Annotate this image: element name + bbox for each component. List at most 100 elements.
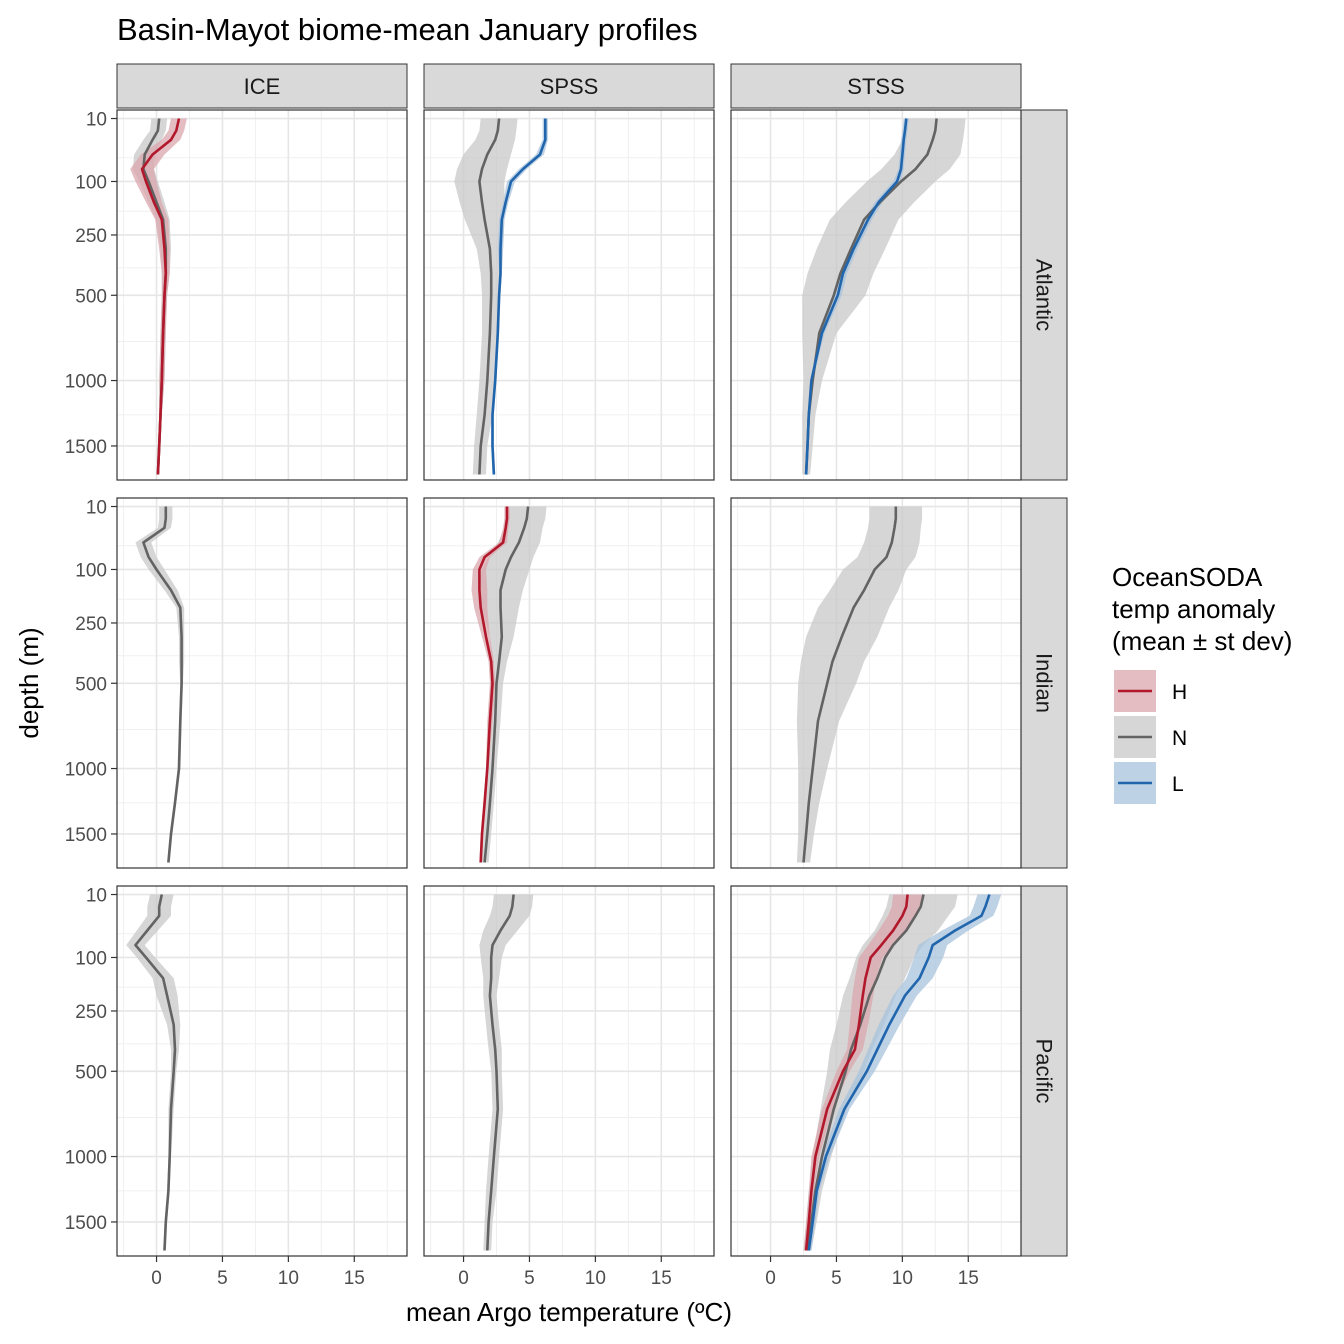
strip-box — [730, 63, 1022, 109]
x-tick-label: 0 — [765, 1268, 776, 1289]
panel-atlantic-ice: 10 100 250 500 1000 1500 — [65, 109, 408, 481]
facet-panels: ICE SPSS STSSAtlanticIndianPacific10100250… — [65, 63, 1068, 1289]
y-tick-label: 1000 — [65, 372, 107, 393]
band-N — [803, 894, 958, 1251]
x-tick-label: 0 — [151, 1268, 162, 1289]
line-N — [486, 894, 515, 1251]
line-N — [806, 894, 925, 1251]
y-tick-label: 10 — [86, 498, 107, 519]
row-strip-indian: Indian — [1020, 497, 1068, 869]
strip-box — [423, 63, 715, 109]
x-tick-label: 10 — [278, 1268, 299, 1289]
panel-border — [730, 497, 1022, 869]
legend-title: (mean ± st dev) — [1112, 626, 1292, 656]
panel-border — [423, 109, 715, 481]
y-tick-label: 250 — [75, 1002, 107, 1023]
y-tick-label: 100 — [75, 560, 107, 581]
line-L — [804, 118, 908, 475]
col-strip-ice: ICE — [116, 63, 408, 109]
line-N — [483, 506, 530, 863]
panel-atlantic-spss — [423, 109, 715, 481]
y-tick-label: 10 — [86, 886, 107, 907]
panel-atlantic-stss — [730, 109, 1022, 481]
x-tick-label: 10 — [892, 1268, 913, 1289]
panel-pacific-spss: 0 5 10 15 — [423, 885, 715, 1289]
y-tick-label: 100 — [75, 172, 107, 193]
legend-label: H — [1172, 681, 1187, 704]
band-N — [796, 506, 923, 863]
legend-key-h: H — [1114, 670, 1187, 712]
band-N — [802, 118, 966, 475]
strip-box — [1020, 497, 1068, 869]
y-tick-label: 250 — [75, 226, 107, 247]
y-tick-label: 500 — [75, 1062, 107, 1083]
x-tick-label: 0 — [458, 1268, 469, 1289]
band-N — [478, 506, 547, 863]
strip-label: ICE — [244, 74, 281, 99]
strip-label: Indian — [1032, 653, 1057, 713]
strip-box — [1020, 109, 1068, 481]
row-strip-atlantic: Atlantic — [1020, 109, 1068, 481]
line-N — [134, 894, 177, 1251]
legend-key-n: N — [1114, 716, 1187, 758]
x-tick-label: 5 — [217, 1268, 228, 1289]
panel-indian-spss — [423, 497, 715, 869]
line-N — [142, 506, 183, 863]
panel-pacific-stss: 0 5 10 15 — [730, 885, 1022, 1289]
strip-box — [1020, 885, 1068, 1257]
panel-border — [730, 109, 1022, 481]
y-tick-label: 1000 — [65, 1148, 107, 1169]
col-strip-stss: STSS — [730, 63, 1022, 109]
legend-label: N — [1172, 727, 1187, 750]
line-L — [807, 894, 991, 1251]
y-tick-label: 1500 — [65, 437, 107, 458]
y-tick-label: 1500 — [65, 1213, 107, 1234]
x-axis-label: mean Argo temperature (ºC) — [406, 1297, 732, 1327]
y-axis-label: depth (m) — [14, 627, 44, 738]
legend-title: OceanSODA — [1112, 562, 1263, 592]
y-tick-label: 1000 — [65, 760, 107, 781]
panel-border — [423, 885, 715, 1257]
line-N — [802, 506, 898, 863]
line-H — [804, 894, 909, 1251]
line-H — [140, 118, 181, 475]
x-tick-label: 15 — [344, 1268, 365, 1289]
y-tick-label: 250 — [75, 614, 107, 635]
panel-indian-stss — [730, 497, 1022, 869]
line-L — [491, 118, 547, 475]
legend-title: temp anomaly — [1112, 594, 1275, 624]
x-tick-label: 5 — [524, 1268, 535, 1289]
panel-pacific-ice: 10 100 250 500 1000 1500 0 5 10 15 — [65, 885, 408, 1289]
y-tick-label: 100 — [75, 948, 107, 969]
y-tick-label: 1500 — [65, 825, 107, 846]
strip-box — [116, 63, 408, 109]
panel-border — [423, 497, 715, 869]
strip-label: Atlantic — [1032, 259, 1057, 331]
x-tick-label: 15 — [651, 1268, 672, 1289]
line-N — [478, 118, 501, 475]
chart-title: Basin-Mayot biome-mean January profiles — [117, 12, 698, 47]
x-tick-label: 5 — [831, 1268, 842, 1289]
x-tick-label: 10 — [585, 1268, 606, 1289]
panel-border — [730, 885, 1022, 1257]
strip-label: SPSS — [540, 74, 599, 99]
band-H — [130, 118, 187, 475]
row-strip-pacific: Pacific — [1020, 885, 1068, 1257]
col-strip-spss: SPSS — [423, 63, 715, 109]
strip-label: STSS — [847, 74, 904, 99]
x-tick-label: 15 — [958, 1268, 979, 1289]
band-N — [126, 894, 181, 1251]
legend-key-l: L — [1114, 762, 1184, 804]
band-H — [803, 894, 923, 1251]
panel-indian-ice: 10 100 250 500 1000 1500 — [65, 497, 408, 869]
y-tick-label: 500 — [75, 674, 107, 695]
legend-label: L — [1172, 773, 1184, 796]
strip-label: Pacific — [1032, 1039, 1057, 1104]
line-H — [478, 506, 509, 863]
y-tick-label: 500 — [75, 286, 107, 307]
band-N — [454, 118, 518, 475]
y-tick-label: 10 — [86, 110, 107, 131]
band-N — [135, 506, 185, 863]
